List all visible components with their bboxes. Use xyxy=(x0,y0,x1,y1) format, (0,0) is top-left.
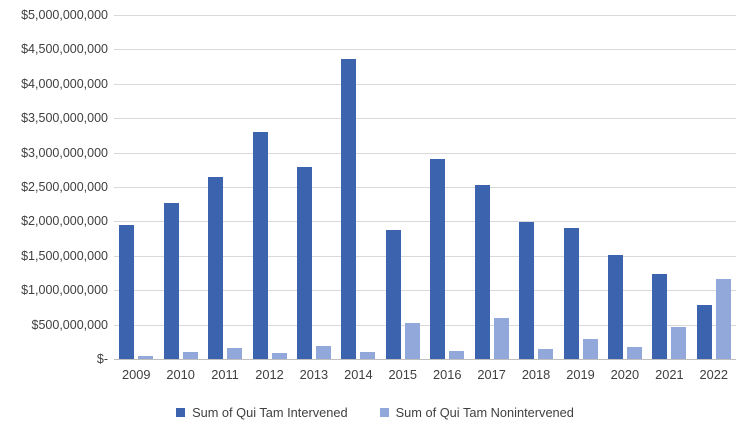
bar-intervened-2019 xyxy=(564,228,579,359)
x-axis-label-2012: 2012 xyxy=(255,367,284,382)
x-axis-label-2022: 2022 xyxy=(699,367,728,382)
bar-intervened-2015 xyxy=(386,230,401,359)
gridline xyxy=(114,15,736,16)
x-axis-label-2015: 2015 xyxy=(388,367,417,382)
bar-intervened-2018 xyxy=(519,222,534,359)
bar-nonintervened-2013 xyxy=(316,346,331,359)
x-axis-label-2016: 2016 xyxy=(432,367,462,382)
bar-nonintervened-2018 xyxy=(538,349,553,359)
y-axis-tick-label: $- xyxy=(96,352,108,366)
bar-intervened-2009 xyxy=(119,225,134,359)
bar-intervened-2010 xyxy=(164,203,179,359)
bar-nonintervened-2010 xyxy=(183,352,198,359)
bar-intervened-2022 xyxy=(697,305,712,359)
bar-intervened-2021 xyxy=(652,274,667,359)
bar-nonintervened-2022 xyxy=(716,279,731,359)
y-axis-tick-label: $500,000,000 xyxy=(31,318,108,332)
gridline xyxy=(114,153,736,154)
bar-nonintervened-2020 xyxy=(627,347,642,359)
bar-nonintervened-2014 xyxy=(360,352,375,359)
bar-intervened-2016 xyxy=(430,159,445,359)
legend: Sum of Qui Tam Intervened Sum of Qui Tam… xyxy=(0,401,750,423)
x-axis-label-2013: 2013 xyxy=(299,367,329,382)
y-axis-tick-label: $1,000,000,000 xyxy=(21,283,108,297)
bar-intervened-2013 xyxy=(297,167,312,359)
gridline xyxy=(114,290,736,291)
legend-item-intervened: Sum of Qui Tam Intervened xyxy=(176,405,348,420)
x-axis-label-2017: 2017 xyxy=(477,367,506,382)
x-axis-label-2010: 2010 xyxy=(166,367,195,382)
bar-nonintervened-2021 xyxy=(671,327,686,359)
x-axis-label-2014: 2014 xyxy=(344,367,373,382)
x-axis-label-2011: 2011 xyxy=(211,367,239,382)
bar-nonintervened-2015 xyxy=(405,323,420,359)
bar-intervened-2012 xyxy=(253,132,268,359)
bar-nonintervened-2009 xyxy=(138,356,153,359)
bar-intervened-2017 xyxy=(475,185,490,359)
x-axis-label-2019: 2019 xyxy=(566,367,595,382)
y-axis-tick-label: $3,000,000,000 xyxy=(21,146,108,160)
x-axis-label-2020: 2020 xyxy=(610,367,640,382)
legend-label-intervened: Sum of Qui Tam Intervened xyxy=(192,404,348,420)
y-axis-tick-label: $3,500,000,000 xyxy=(21,111,108,125)
x-axis-label-2021: 2021 xyxy=(655,367,684,382)
bar-nonintervened-2017 xyxy=(494,318,509,359)
gridline xyxy=(114,49,736,50)
x-axis-line xyxy=(114,359,736,360)
y-axis-tick-label: $1,500,000,000 xyxy=(21,249,108,263)
legend-label-nonintervened: Sum of Qui Tam Nonintervened xyxy=(395,404,574,420)
bar-intervened-2014 xyxy=(341,59,356,359)
gridline xyxy=(114,84,736,85)
x-axis-label-2018: 2018 xyxy=(521,367,551,382)
legend-swatch-nonintervened-icon xyxy=(379,407,389,417)
y-axis-tick-label: $2,000,000,000 xyxy=(21,214,108,228)
y-axis-tick-label: $2,500,000,000 xyxy=(21,180,108,194)
y-axis-tick-label: $4,000,000,000 xyxy=(21,77,108,91)
x-axis-label-2009: 2009 xyxy=(121,367,151,382)
gridline xyxy=(114,118,736,119)
gridline xyxy=(114,325,736,326)
gridline xyxy=(114,187,736,188)
gridline xyxy=(114,221,736,222)
bar-nonintervened-2012 xyxy=(272,353,287,359)
bar-nonintervened-2016 xyxy=(449,351,464,359)
legend-swatch-intervened-icon xyxy=(176,407,186,417)
bar-nonintervened-2019 xyxy=(583,339,598,359)
bar-intervened-2011 xyxy=(208,177,223,359)
y-axis-tick-label: $4,500,000,000 xyxy=(21,42,108,56)
bar-intervened-2020 xyxy=(608,255,623,359)
y-axis-tick-label: $5,000,000,000 xyxy=(21,8,108,22)
bar-nonintervened-2011 xyxy=(227,348,242,359)
gridline xyxy=(114,256,736,257)
legend-item-nonintervened: Sum of Qui Tam Nonintervened xyxy=(379,404,574,420)
